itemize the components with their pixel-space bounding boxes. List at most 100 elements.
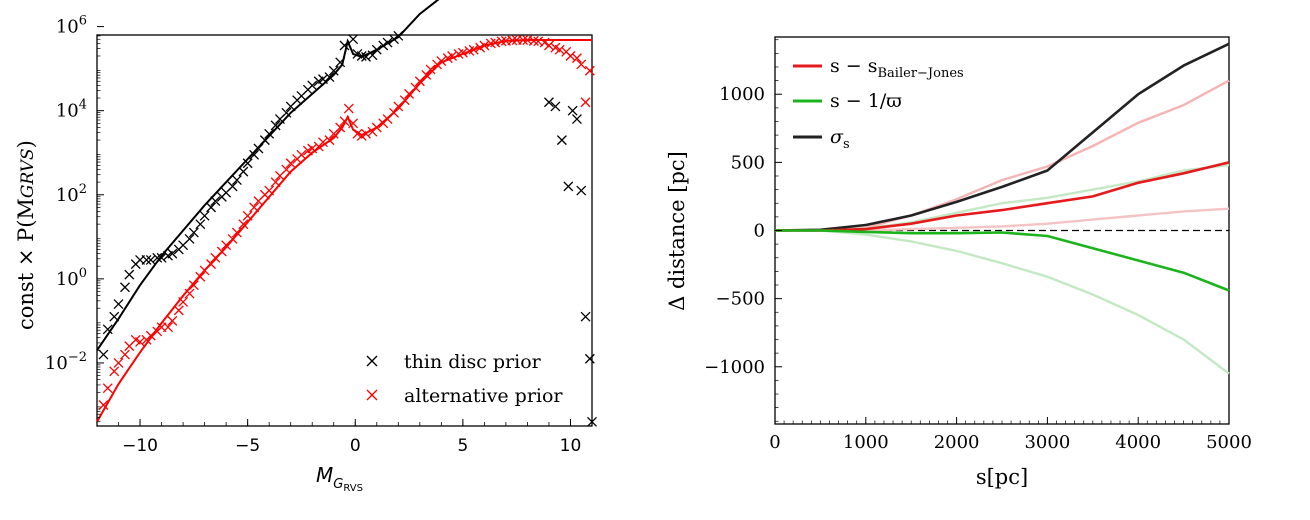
right-x-axis-label: s[pc] xyxy=(976,465,1028,489)
scatter-point-thin-disc xyxy=(120,282,130,293)
scatter-point-alternative xyxy=(184,288,195,299)
left-legend: thin disc prior alternative prior xyxy=(366,351,563,407)
scatter-point-alternative xyxy=(195,271,206,282)
series-line-6 xyxy=(775,229,1230,375)
scatter-point-alternative xyxy=(335,122,346,133)
scatter-point-thin-disc xyxy=(195,219,206,230)
scatter-point-alternative xyxy=(167,315,178,326)
y-tick-label: 104 xyxy=(56,98,87,122)
left-y-ticks: 10−2 100 102 104 106 xyxy=(45,14,104,423)
scatter-point-thin-disc xyxy=(249,149,260,160)
scatter-point-alternative xyxy=(281,164,292,175)
scatter-point-alternative xyxy=(421,69,432,80)
scatter-point-alternative xyxy=(98,400,109,410)
scatter-point-thin-disc xyxy=(145,254,156,265)
scatter-point-thin-disc xyxy=(253,143,264,154)
legend-label-alternative: alternative prior xyxy=(404,385,563,407)
scatter-point-thin-disc xyxy=(102,324,113,335)
scatter-point-thin-disc xyxy=(242,158,253,169)
scatter-point-alternative xyxy=(242,210,253,221)
scatter-point-alternative xyxy=(307,143,318,154)
scatter-point-alternative xyxy=(264,185,275,196)
series-line-2 xyxy=(775,229,1230,292)
scatter-point-alternative xyxy=(173,305,184,316)
scatter-point-alternative xyxy=(496,36,507,47)
scatter-point-thin-disc xyxy=(328,65,339,76)
scatter-point-thin-disc xyxy=(382,37,393,48)
scatter-point-alternative xyxy=(324,135,335,146)
scatter-point-thin-disc xyxy=(571,114,582,125)
scatter-point-alternative xyxy=(102,383,113,394)
x-tick-label: −10 xyxy=(122,436,158,456)
scatter-point-thin-disc xyxy=(188,227,199,238)
scatter-point-alternative xyxy=(206,259,217,270)
scatter-point-thin-disc xyxy=(264,128,275,139)
legend-label-sigma: σs xyxy=(830,126,850,152)
scatter-point-alternative xyxy=(543,40,554,51)
scatter-point-alternative xyxy=(145,330,156,341)
left-scatter-points xyxy=(98,30,597,427)
right-x-ticks: 0 1000 2000 3000 4000 5000 xyxy=(769,417,1252,453)
y-tick-label: −500 xyxy=(716,289,765,310)
scatter-point-alternative xyxy=(339,116,350,127)
scatter-point-alternative xyxy=(457,47,468,58)
left-y-axis-label: const × P(MGRVS) xyxy=(14,140,38,330)
right-y-ticks: 1000 500 0 −500 −1000 xyxy=(704,39,782,422)
scatter-point-alternative xyxy=(227,233,238,244)
scatter-point-thin-disc xyxy=(141,254,152,265)
scatter-point-thin-disc xyxy=(580,311,591,322)
scatter-point-alternative xyxy=(580,97,591,108)
scatter-point-alternative xyxy=(447,51,458,61)
scatter-point-alternative xyxy=(348,118,359,129)
scatter-point-thin-disc xyxy=(113,299,124,310)
scatter-point-thin-disc xyxy=(318,74,328,85)
x-tick-label: 3000 xyxy=(1024,432,1070,453)
legend-label-bailer-jones: s − sBailer−Jones xyxy=(830,55,964,81)
scatter-point-thin-disc xyxy=(567,105,578,116)
scatter-point-alternative xyxy=(518,35,529,46)
scatter-point-alternative xyxy=(479,40,490,51)
fit-line-0 xyxy=(96,0,440,351)
scatter-point-alternative xyxy=(436,56,447,67)
x-tick-label: 0 xyxy=(769,432,780,453)
scatter-point-alternative xyxy=(270,177,281,188)
scatter-point-alternative xyxy=(399,95,410,106)
scatter-point-alternative xyxy=(576,59,587,70)
right-series-lines xyxy=(774,42,1230,375)
scatter-point-thin-disc xyxy=(227,181,238,192)
scatter-point-thin-disc xyxy=(378,40,389,51)
x-tick-label: 0 xyxy=(350,436,361,456)
scatter-point-thin-disc xyxy=(584,353,595,364)
y-tick-label: 0 xyxy=(754,221,765,242)
scatter-point-alternative xyxy=(296,149,307,160)
scatter-point-thin-disc xyxy=(371,44,382,55)
legend-marker-alternative xyxy=(366,389,378,401)
fit-line-1 xyxy=(96,39,592,423)
scatter-point-alternative xyxy=(135,336,146,347)
scatter-point-alternative xyxy=(565,51,576,61)
y-tick-label: 102 xyxy=(56,182,87,206)
scatter-point-thin-disc xyxy=(152,252,163,263)
scatter-point-alternative xyxy=(163,322,173,333)
scatter-point-thin-disc xyxy=(348,34,359,45)
scatter-point-thin-disc xyxy=(550,101,561,112)
scatter-point-thin-disc xyxy=(206,202,217,213)
scatter-point-thin-disc xyxy=(393,30,404,41)
scatter-point-thin-disc xyxy=(367,50,378,61)
series-line-0 xyxy=(774,42,1230,232)
left-chart: −10 −5 0 5 10 10−2 100 102 104 106 MGRVS const ×… xyxy=(14,0,597,494)
scatter-point-alternative xyxy=(178,297,189,307)
scatter-point-alternative xyxy=(361,128,371,139)
right-chart: 0 1000 2000 3000 4000 5000 10005000−500−1000 … xyxy=(665,36,1252,489)
scatter-point-thin-disc xyxy=(563,181,574,192)
left-x-axis-label: MGRVS xyxy=(316,463,363,494)
scatter-point-thin-disc xyxy=(361,51,371,62)
scatter-point-thin-disc xyxy=(98,349,109,360)
left-x-ticks: −10 −5 0 5 10 xyxy=(118,419,593,456)
series-line-5 xyxy=(775,163,1230,232)
y-tick-label: 100 xyxy=(56,266,87,290)
scatter-point-alternative xyxy=(113,357,124,368)
x-tick-label: 2000 xyxy=(934,432,980,453)
scatter-point-alternative xyxy=(389,107,399,118)
